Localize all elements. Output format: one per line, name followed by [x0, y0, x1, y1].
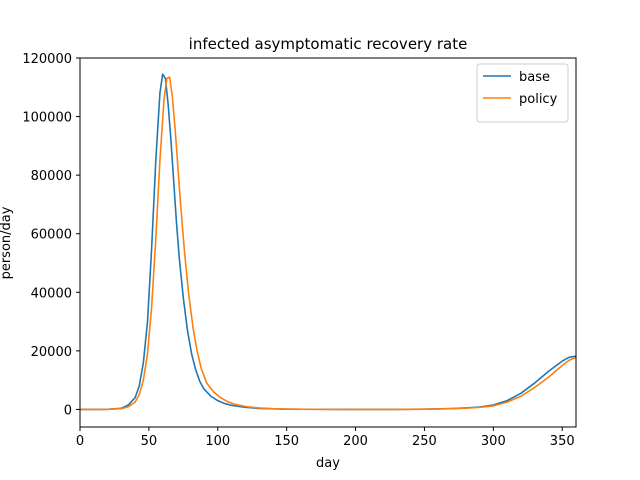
legend-label-base: base: [519, 70, 550, 85]
y-tick-label: 80000: [31, 169, 72, 184]
y-tick-label: 120000: [22, 52, 72, 67]
y-axis-label: person/day: [0, 206, 14, 279]
x-tick-label: 250: [412, 434, 437, 449]
y-tick-label: 40000: [31, 286, 72, 301]
x-tick-label: 200: [343, 434, 368, 449]
x-tick-label: 50: [141, 434, 158, 449]
y-tick-label: 60000: [31, 228, 72, 243]
y-tick-label: 20000: [31, 345, 72, 360]
legend-box: [476, 63, 569, 123]
y-axis: 0 20000 40000 60000 80000 100000 120000: [22, 52, 80, 418]
x-tick-label: 0: [76, 434, 84, 449]
y-tick-label: 100000: [22, 111, 72, 126]
x-tick-label: 150: [274, 434, 299, 449]
x-tick-label: 300: [481, 434, 506, 449]
y-tick-label: 0: [64, 403, 72, 418]
x-tick-label: 100: [205, 434, 230, 449]
series-line-policy: [80, 76, 577, 411]
x-tick-label: 350: [550, 434, 575, 449]
legend-label-policy: policy: [519, 92, 558, 107]
x-axis: 0 50 100 150 200 250 300 350: [76, 427, 575, 449]
x-axis-label: day: [316, 456, 340, 471]
series-lines: [80, 73, 577, 411]
legend: base policy: [476, 63, 569, 123]
plot-frame: [79, 57, 577, 428]
chart-title: infected asymptomatic recovery rate: [189, 35, 468, 53]
